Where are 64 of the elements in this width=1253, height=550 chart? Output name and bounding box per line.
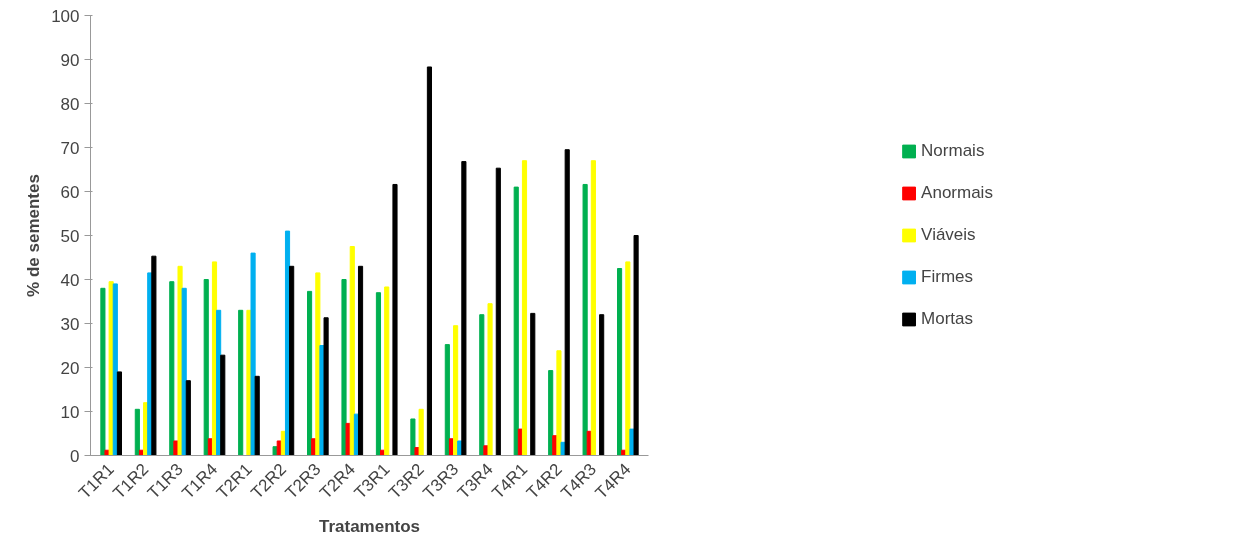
bar	[410, 418, 416, 456]
bar	[564, 149, 570, 456]
y-tick-label: 70	[60, 138, 80, 158]
x-axis-title: Tratamentos	[318, 517, 421, 537]
bar	[169, 281, 175, 456]
legend-label: Normais	[921, 141, 985, 161]
legend-label: Anormais	[921, 183, 993, 203]
bar	[590, 160, 596, 456]
legend-label: Mortas	[921, 309, 974, 329]
y-tick-label: 90	[60, 50, 80, 70]
bar	[617, 268, 623, 456]
bar	[289, 265, 295, 456]
bar	[181, 287, 187, 456]
bar	[238, 309, 244, 456]
bar	[495, 167, 501, 456]
bar	[392, 183, 398, 456]
legend-label: Firmes	[921, 267, 974, 287]
bar	[254, 375, 260, 456]
bar	[307, 290, 313, 456]
bar	[521, 160, 528, 456]
bar	[426, 66, 432, 456]
bar	[582, 183, 588, 456]
bar	[220, 354, 226, 456]
bar	[375, 292, 382, 456]
y-tick-label: 20	[60, 358, 80, 378]
bar	[272, 446, 278, 456]
bar	[100, 287, 106, 456]
y-tick-label: 40	[60, 270, 80, 290]
bar	[530, 312, 536, 456]
y-tick-label: 100	[51, 6, 80, 26]
bar	[108, 281, 114, 456]
y-tick-label: 30	[60, 314, 80, 334]
bar	[453, 325, 459, 456]
bar	[461, 161, 467, 456]
bar	[203, 279, 209, 456]
y-tick-label: 60	[60, 182, 80, 202]
legend-label: Viáveis	[921, 225, 976, 245]
bar	[548, 370, 554, 456]
bar	[315, 272, 321, 456]
y-tick-label: 80	[60, 94, 80, 114]
bar	[134, 408, 140, 456]
bar	[556, 350, 562, 456]
bar	[341, 279, 347, 456]
bar	[479, 314, 485, 456]
bar	[323, 317, 329, 456]
bar	[513, 186, 519, 456]
bar	[250, 252, 256, 456]
y-tick-label: 0	[70, 446, 80, 466]
y-tick-label: 50	[60, 226, 80, 246]
bar	[185, 380, 191, 456]
bar	[487, 303, 493, 456]
bar	[599, 314, 605, 456]
y-axis-title: % de sementes	[24, 174, 44, 297]
bar	[625, 261, 631, 456]
bar	[349, 246, 355, 456]
bar	[357, 265, 364, 456]
y-tick-label: 10	[60, 402, 80, 422]
bar	[418, 408, 424, 456]
bar	[384, 286, 390, 456]
bar	[345, 422, 351, 456]
bar	[444, 344, 450, 456]
bar	[116, 371, 122, 456]
bar	[633, 235, 639, 456]
bar	[151, 255, 157, 456]
